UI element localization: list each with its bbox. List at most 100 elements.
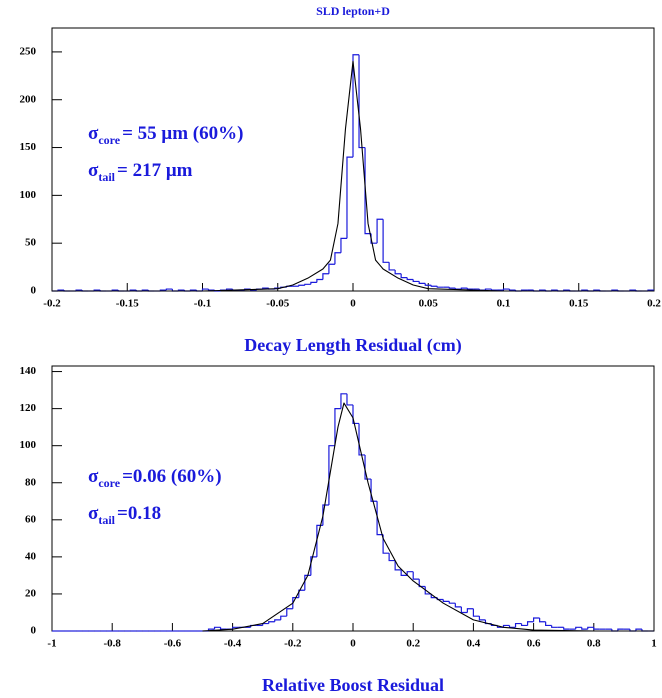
histogram-bin (424, 283, 432, 286)
x-tick-label: 0.2 (406, 638, 420, 650)
histogram-bin (328, 445, 335, 505)
histogram-bin (617, 628, 624, 631)
histogram-bin (466, 288, 474, 290)
histogram-bin (352, 404, 360, 425)
x-tick-label: -0.15 (116, 298, 139, 310)
annotation: σcore = 55 μm (60%) (88, 123, 243, 146)
histogram-bin (286, 608, 293, 617)
histogram-bin (526, 621, 534, 626)
sigma: σ (88, 466, 99, 487)
histogram-bin (376, 501, 384, 536)
histogram-bin (262, 622, 269, 626)
y-tick-label: 100 (20, 189, 37, 201)
annotation-text: =0.18 (117, 503, 161, 524)
histogram-bin (352, 54, 360, 158)
x-tick-label: -0.6 (164, 638, 182, 650)
y-tick-label: 0 (31, 625, 37, 637)
histogram-bin (418, 281, 426, 284)
annotation: σcore =0.06 (60%) (88, 466, 222, 489)
histogram-bin (454, 288, 462, 290)
histogram-bin (581, 627, 588, 630)
histogram-bin (364, 454, 372, 480)
histogram-bin (406, 277, 414, 281)
histogram-bin (340, 393, 347, 409)
histogram-bin (460, 287, 468, 290)
histogram-bin (388, 553, 396, 562)
histogram-bin (442, 599, 450, 602)
y-tick-label: 40 (25, 550, 37, 562)
x-tick-label: -1 (47, 638, 56, 650)
histogram-bin (508, 289, 516, 291)
x-tick-label: 0.8 (587, 638, 601, 650)
histogram-bin (424, 586, 432, 595)
y-tick-label: 150 (20, 141, 37, 153)
x-tick-label: 0.6 (527, 638, 541, 650)
histogram-bin (460, 606, 468, 614)
annotation: σtail = 217 μm (88, 160, 193, 183)
annotation-text: =0.06 (60%) (122, 466, 221, 487)
histogram-bin (376, 218, 384, 244)
histogram-bin (502, 288, 510, 291)
histogram-bin (490, 289, 498, 291)
histogram-bin (370, 479, 378, 502)
histogram-bin (310, 281, 317, 285)
histogram-bin (539, 618, 546, 623)
histogram-bin (268, 621, 275, 624)
subscript: core (98, 476, 120, 490)
histogram-bin (466, 608, 474, 613)
histogram-bin (394, 560, 402, 571)
histogram-bin (316, 278, 323, 283)
histogram-bin (382, 534, 390, 554)
histogram-bin (274, 619, 281, 622)
histogram-bin (448, 287, 456, 289)
histogram-bin (412, 571, 420, 580)
histogram-bin (364, 147, 372, 235)
y-tick-label: 140 (20, 365, 37, 377)
histogram-bin (280, 615, 287, 620)
x-tick-label: -0.4 (224, 638, 242, 650)
histogram-bin (165, 288, 173, 291)
x-tick-label: 0 (350, 638, 356, 650)
histogram-bin (304, 574, 311, 591)
y-tick-label: 20 (25, 587, 37, 599)
histogram-bin (575, 626, 582, 630)
histogram-bin (340, 237, 347, 253)
y-tick-label: 80 (25, 476, 37, 488)
histogram-bin (635, 628, 642, 631)
histogram-bin (232, 626, 239, 630)
y-tick-label: 250 (20, 45, 37, 57)
histogram-bin (400, 273, 408, 279)
histogram-bin (472, 608, 480, 617)
histogram-bin (298, 589, 305, 598)
x-tick-label: -0.1 (194, 298, 211, 310)
x-tick-label: 0.05 (419, 298, 439, 310)
histogram-bin (388, 262, 396, 271)
histogram-bin (322, 504, 329, 526)
x-axis-label: Relative Boost Residual (262, 675, 444, 695)
histogram-bin (322, 273, 329, 280)
x-tick-label: -0.2 (284, 638, 302, 650)
histogram-bin (454, 603, 462, 608)
histogram-bin (346, 393, 353, 406)
histogram-bin (334, 252, 341, 265)
histogram-bin (406, 571, 414, 576)
histogram-bin (219, 627, 227, 630)
subscript: tail (98, 170, 115, 184)
y-tick-label: 200 (20, 93, 37, 105)
chart-title: SLD lepton+D (316, 4, 390, 18)
histogram-bin (436, 286, 444, 288)
histogram-bin (563, 627, 570, 630)
subscript: core (98, 133, 120, 147)
histogram-bin (418, 579, 426, 588)
x-tick-label: 0.2 (647, 298, 661, 310)
y-tick-label: 100 (20, 439, 37, 451)
histogram-bin (207, 289, 215, 291)
histogram-bin (328, 263, 335, 274)
x-tick-label: 0.15 (569, 298, 589, 310)
histogram-bin (587, 626, 594, 630)
x-tick-label: 0.4 (467, 638, 481, 650)
sigma: σ (88, 123, 99, 144)
histogram-bin (545, 621, 552, 627)
y-tick-label: 120 (20, 402, 37, 414)
